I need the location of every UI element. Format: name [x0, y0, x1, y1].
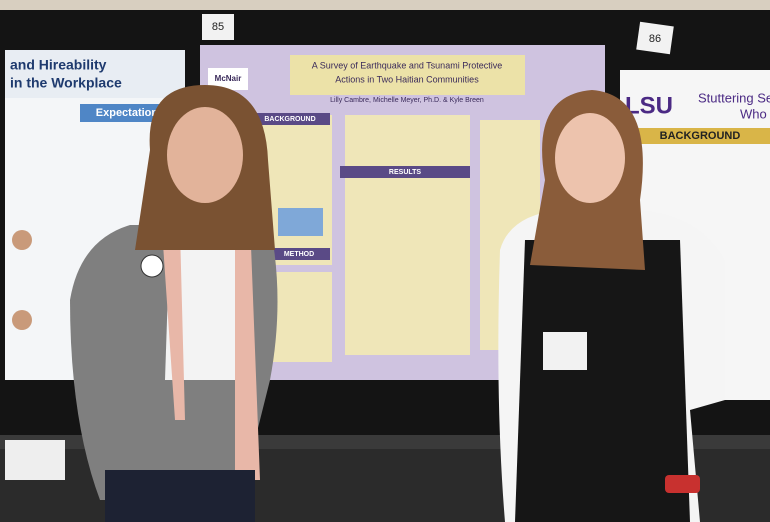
number-tag: [636, 21, 674, 55]
number-tag: [202, 14, 234, 40]
center-poster-logo: McNair: [215, 74, 242, 83]
left-poster-title: in the Workplace: [10, 75, 122, 91]
poster-section-band: [250, 113, 330, 125]
person-left-button: [140, 254, 164, 278]
photo-thumb: [12, 230, 32, 250]
right-poster-title: Stuttering Se: [698, 90, 770, 105]
center-poster-title: Actions in Two Haitian Communities: [335, 74, 479, 84]
left-poster-section-text: Expectations: [96, 107, 164, 119]
left-poster-title: and Hireability: [10, 57, 107, 73]
center-poster-authors: Lilly Cambre, Michelle Meyer, Ph.D. & Ky…: [330, 97, 484, 104]
person-right-face: [555, 113, 625, 203]
poster-section: METHOD: [284, 251, 314, 258]
paper: [5, 440, 65, 480]
poster-section-band: [340, 166, 470, 178]
poster-map: [278, 208, 323, 236]
number-tag-text: 85: [212, 21, 224, 33]
right-poster-logo: LSU: [625, 92, 673, 119]
center-poster-title-box: [290, 55, 525, 95]
left-poster-header: [5, 50, 185, 98]
poster-column: [345, 115, 470, 355]
poster-section-band: [268, 248, 330, 260]
person-left-pants: [105, 470, 255, 522]
right-poster-section: BACKGROUND: [660, 130, 741, 142]
person-left-scarf: [160, 200, 260, 480]
person-left-shirt: [165, 230, 240, 380]
poster-section: RESULTS: [389, 169, 421, 176]
number-tag-text: 86: [649, 33, 661, 45]
person-right-dress: [515, 240, 690, 522]
center-poster-logo-box: [208, 68, 248, 90]
person-left-face: [167, 107, 243, 203]
poster-section: BACKGROUND: [264, 116, 315, 123]
person-right-watch: [665, 475, 700, 493]
center-poster-title: A Survey of Earthquake and Tsunami Prote…: [312, 60, 502, 70]
right-poster-title: Who: [740, 106, 767, 121]
photo-thumb: [12, 310, 32, 330]
person-right-name-badge: [543, 332, 587, 370]
right-poster-section-band: [630, 128, 770, 144]
